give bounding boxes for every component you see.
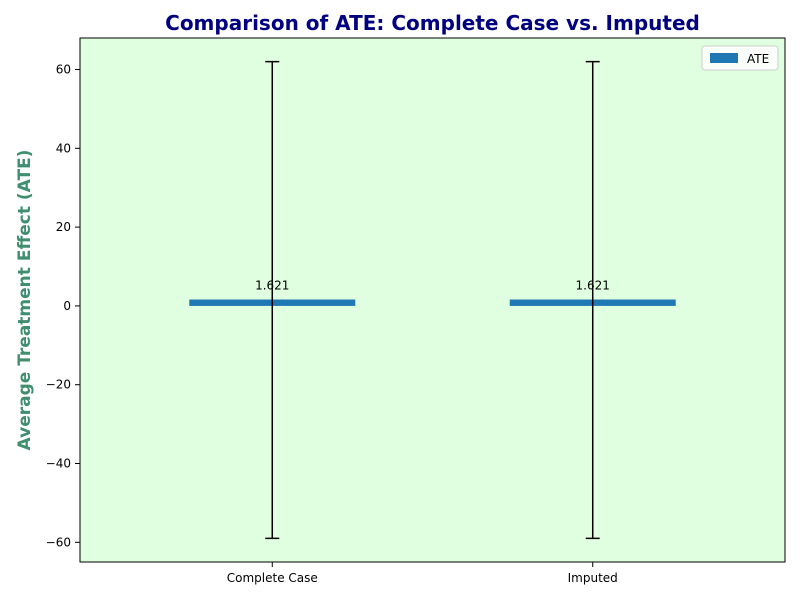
y-axis-label: Average Treatment Effect (ATE) — [15, 150, 35, 451]
plot-frame — [79, 37, 786, 563]
y-tick-label-4: 20 — [56, 220, 71, 234]
legend-box — [701, 45, 779, 71]
data-label-0: 1.621 — [255, 279, 289, 293]
chart-title: Comparison of ATE: Complete Case vs. Imp… — [165, 11, 700, 35]
legend-swatch — [710, 53, 738, 63]
y-tick-label-0: −60 — [46, 535, 71, 549]
x-tick-label-0: Complete Case — [227, 571, 318, 585]
legend-label: ATE — [747, 52, 769, 66]
plot-area — [80, 38, 785, 562]
y-tick-label-2: −20 — [46, 378, 71, 392]
legend: ATE — [701, 45, 779, 71]
y-tick-label-6: 60 — [56, 63, 71, 77]
y-axis: −60 −40 −20 0 20 40 60 — [46, 63, 80, 549]
x-tick-label-1: Imputed — [568, 571, 618, 585]
y-tick-label-5: 40 — [56, 141, 71, 155]
error-bars — [265, 60, 600, 540]
data-labels: 1.621 1.621 — [255, 279, 610, 293]
y-tick-label-1: −40 — [46, 457, 71, 471]
y-tick-label-3: 0 — [63, 299, 71, 313]
x-axis: Complete Case Imputed — [227, 562, 618, 585]
data-label-1: 1.621 — [576, 279, 610, 293]
